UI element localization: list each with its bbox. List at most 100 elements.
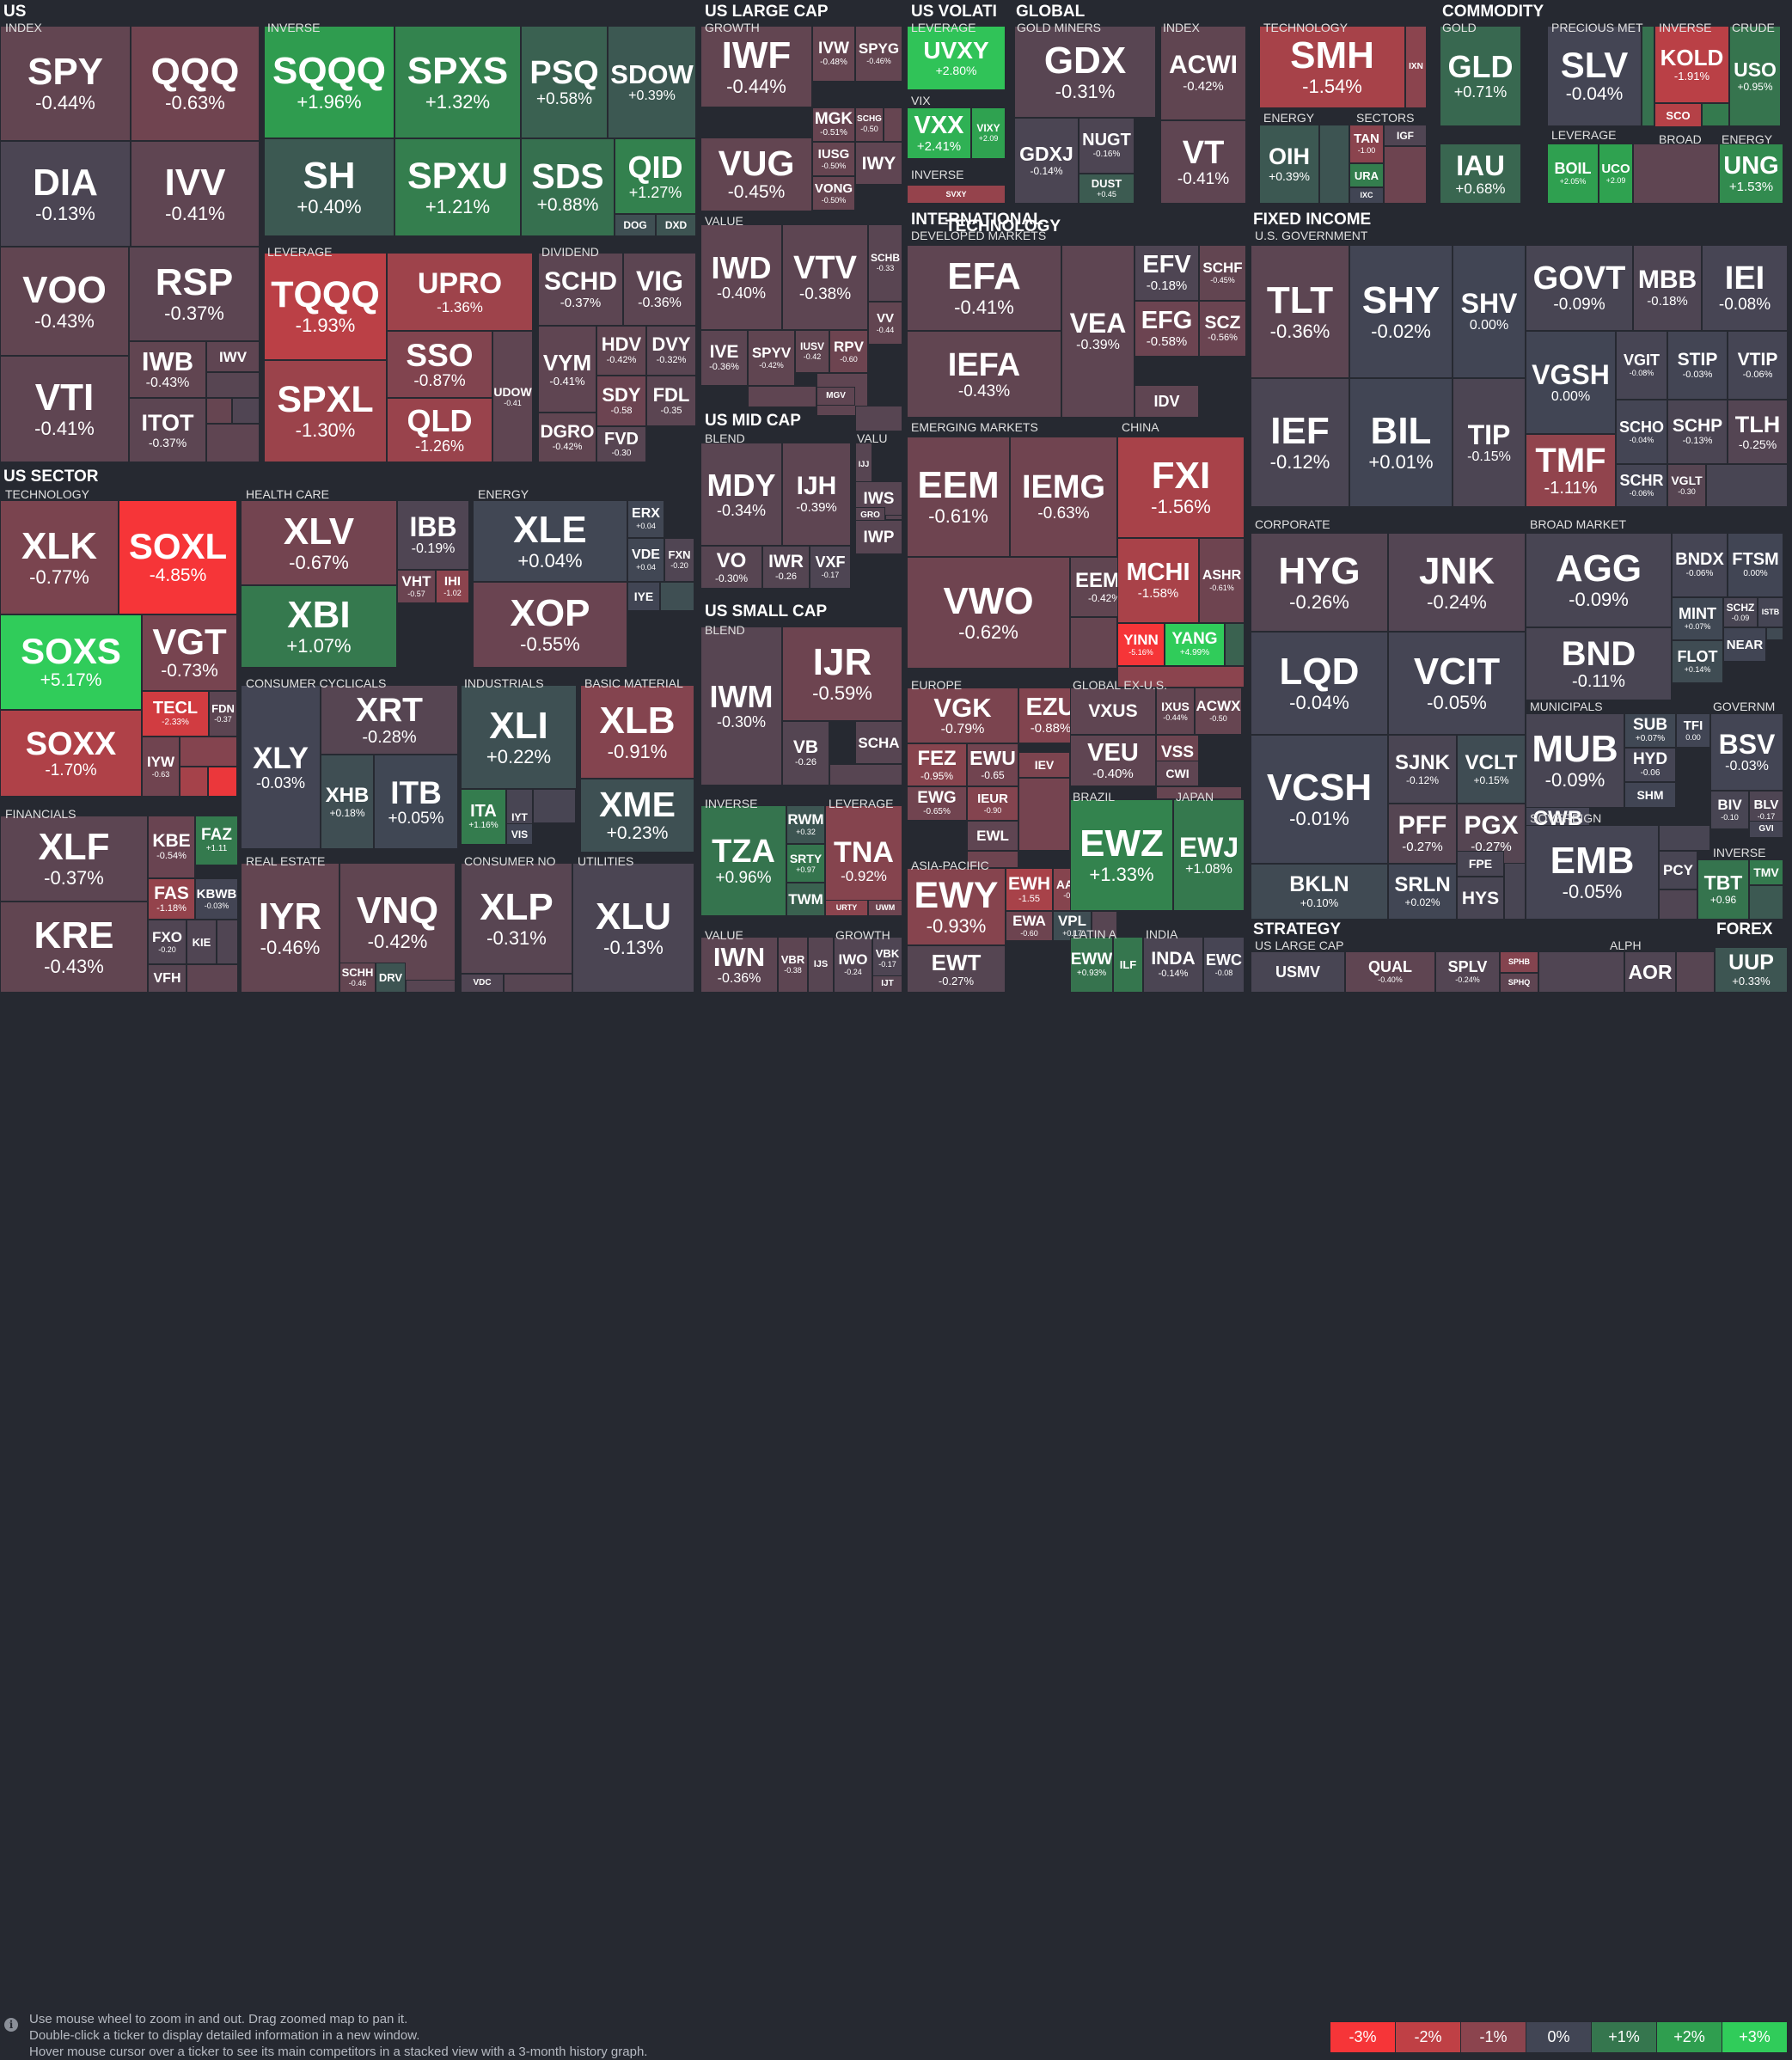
ticker-tile-sqqq[interactable]: SQQQ +1.96% [264,26,394,138]
ticker-tile-fez[interactable]: FEZ -0.95% [907,743,967,786]
ticker-tile-ewj[interactable]: EWJ +1.08% [1173,799,1245,911]
ticker-tile-iwp[interactable]: IWP [855,520,902,554]
ticker-tile-efa[interactable]: EFA -0.41% [907,245,1061,331]
ticker-tile-soxs[interactable]: SOXS +5.17% [0,614,142,710]
ticker-tile-vgk[interactable]: VGK -0.79% [907,688,1018,743]
ticker-tile-urty[interactable]: URTY [825,900,868,916]
ticker-tile-vig[interactable]: VIG -0.36% [623,253,696,326]
ticker-tile-ilf[interactable]: ILF [1113,937,1143,993]
ticker-tile-igf[interactable]: IGF [1384,125,1427,146]
ticker-tile-iwr[interactable]: IWR -0.26 [762,546,810,589]
ticker-tile-itb[interactable]: ITB +0.05% [374,755,458,849]
etf-tile[interactable] [855,406,902,431]
ticker-tile-tan[interactable]: TAN -1.00 [1349,125,1384,163]
ticker-tile-schz[interactable]: SCHZ -0.09 [1723,597,1758,627]
ticker-tile-vxus[interactable]: VXUS [1070,688,1156,735]
ticker-tile-cwi[interactable]: CWI [1156,761,1199,786]
ticker-tile-xlp[interactable]: XLP -0.31% [461,863,572,974]
ticker-tile-vo[interactable]: VO -0.30% [700,546,762,589]
ticker-tile-lqd[interactable]: LQD -0.04% [1251,632,1388,735]
ticker-tile-srty[interactable]: SRTY +0.97 [786,844,825,883]
ticker-tile-faz[interactable]: FAZ +1.11 [195,816,238,865]
ticker-tile-schd[interactable]: SCHD -0.37% [538,253,623,326]
ticker-tile-ijs[interactable]: IJS [808,937,834,993]
ticker-tile-tna[interactable]: TNA -0.92% [825,805,902,916]
etf-tile[interactable] [1642,26,1654,126]
ticker-tile-bndx[interactable]: BNDX -0.06% [1672,533,1728,597]
ticker-tile-vug[interactable]: VUG -0.45% [700,138,812,211]
ticker-tile-mint[interactable]: MINT +0.07% [1672,597,1723,640]
ticker-tile-ijj[interactable]: IJJ [855,443,872,486]
ticker-tile-shv[interactable]: SHV 0.00% [1453,245,1526,378]
ticker-tile-soxx[interactable]: SOXX -1.70% [0,710,142,797]
ticker-tile-yang[interactable]: YANG +4.99% [1165,623,1225,666]
etf-tile[interactable] [533,789,576,823]
ticker-tile-itot[interactable]: ITOT -0.37% [129,398,206,462]
ticker-tile-tip[interactable]: TIP -0.15% [1453,378,1526,507]
etf-tile[interactable] [208,767,237,797]
etf-tile[interactable] [1225,623,1245,666]
ticker-tile-xlf[interactable]: XLF -0.37% [0,816,148,902]
ticker-tile-kbe[interactable]: KBE -0.54% [148,816,195,878]
ticker-tile-blv[interactable]: BLV -0.17 [1749,791,1783,829]
ticker-tile-iyw[interactable]: IYW -0.63 [142,737,180,797]
ticker-tile-biv[interactable]: BIV -0.10 [1710,791,1749,829]
ticker-tile-spy[interactable]: SPY -0.44% [0,26,131,141]
ticker-tile-drv[interactable]: DRV [376,963,406,993]
ticker-tile-xrt[interactable]: XRT -0.28% [321,685,458,755]
ticker-tile-pcy[interactable]: PCY [1659,851,1697,889]
ticker-tile-govt[interactable]: GOVT -0.09% [1526,245,1633,331]
ticker-tile-soxl[interactable]: SOXL -4.85% [119,500,237,614]
ticker-tile-twm[interactable]: TWM [786,883,825,916]
ticker-tile-xme[interactable]: XME +0.23% [580,779,694,853]
ticker-tile-fxn[interactable]: FXN -0.20 [664,538,694,582]
ticker-tile-sds[interactable]: SDS +0.88% [521,138,615,236]
ticker-tile-xlu[interactable]: XLU -0.13% [572,863,694,993]
ticker-tile-dgro[interactable]: DGRO -0.42% [538,413,596,462]
ticker-tile-vbr[interactable]: VBR -0.38 [778,937,808,993]
ticker-tile-iwv[interactable]: IWV [206,341,260,372]
ticker-tile-vxf[interactable]: VXF -0.17 [810,546,851,589]
ticker-tile-tmv[interactable]: TMV [1749,859,1783,885]
ticker-tile-dust[interactable]: DUST +0.45 [1079,174,1135,204]
ticker-tile-vgit[interactable]: VGIT -0.08% [1616,331,1667,400]
ticker-tile-iwo[interactable]: IWO -0.24 [834,937,872,993]
ticker-tile-splv[interactable]: SPLV -0.24% [1435,951,1500,993]
ticker-tile-eww[interactable]: EWW +0.93% [1070,937,1113,993]
ticker-tile-slv[interactable]: SLV -0.04% [1547,26,1642,126]
ticker-tile-ibb[interactable]: IBB -0.19% [397,500,469,570]
ticker-tile-istb[interactable]: ISTB [1758,597,1783,627]
ticker-tile-schf[interactable]: SCHF -0.45% [1199,245,1246,301]
ticker-tile-boil[interactable]: BOIL +2.05% [1547,144,1599,204]
ticker-tile-ashr[interactable]: ASHR -0.61% [1199,538,1245,623]
ticker-tile-xop[interactable]: XOP -0.55% [473,582,627,668]
etf-tile[interactable] [206,424,260,462]
ticker-tile-spxu[interactable]: SPXU +1.21% [394,138,521,236]
ticker-tile-bil[interactable]: BIL +0.01% [1349,378,1453,507]
ticker-tile-vv[interactable]: VV -0.44 [868,302,902,345]
ticker-tile-dvy[interactable]: DVY -0.32% [646,326,696,376]
ticker-tile-ijt[interactable]: IJT [872,975,902,993]
ticker-tile-vdc[interactable]: VDC [461,974,504,993]
ticker-tile-sphb[interactable]: SPHB [1500,951,1538,973]
ticker-tile-vglt[interactable]: VGLT -0.30 [1667,464,1706,507]
etf-tile[interactable] [829,764,902,785]
ticker-tile-gdx[interactable]: GDX -0.31% [1014,26,1156,118]
ticker-tile-spyv[interactable]: SPYV -0.42% [748,330,795,386]
ticker-tile-vbk[interactable]: VBK -0.17 [872,937,902,980]
etf-tile[interactable] [1749,885,1783,920]
ticker-tile-jnk[interactable]: JNK -0.24% [1388,533,1526,632]
ticker-tile-erx[interactable]: ERX +0.04 [627,500,664,538]
ticker-tile-srln[interactable]: SRLN +0.02% [1388,864,1457,920]
ticker-tile-ewu[interactable]: EWU -0.65 [967,743,1018,786]
ticker-tile-ief[interactable]: IEF -0.12% [1251,378,1349,507]
ticker-tile-aor[interactable]: AOR [1624,951,1676,993]
ticker-tile-vxx[interactable]: VXX +2.41% [907,107,971,159]
ticker-tile-iye[interactable]: IYE [627,582,660,611]
ticker-tile-shy[interactable]: SHY -0.02% [1349,245,1453,378]
etf-tile[interactable] [217,920,238,964]
ticker-tile-qqq[interactable]: QQQ -0.63% [131,26,260,141]
ticker-tile-idv[interactable]: IDV [1135,385,1199,418]
ticker-tile-tbt[interactable]: TBT +0.96 [1697,859,1749,920]
ticker-tile-acwx[interactable]: ACWX -0.50 [1195,688,1242,735]
